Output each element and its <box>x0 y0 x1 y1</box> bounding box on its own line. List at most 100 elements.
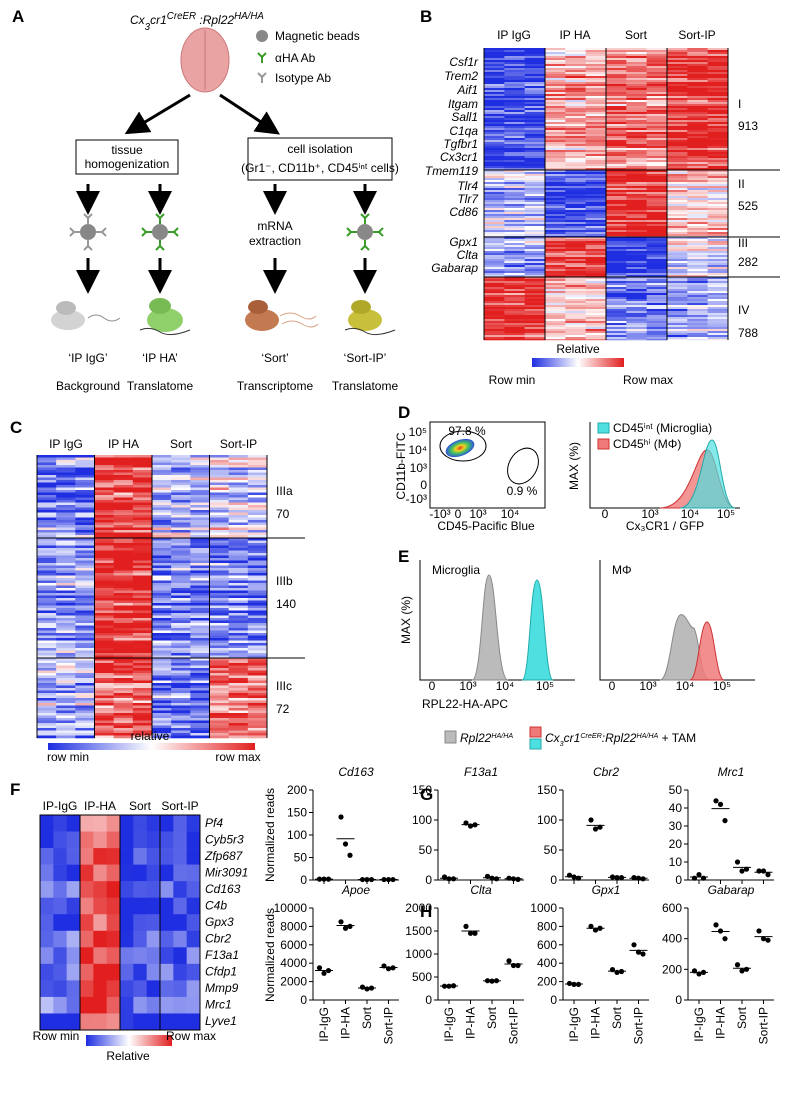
heatmap-cell <box>667 299 688 301</box>
heatmap-cell <box>133 611 152 614</box>
heatmap-cell <box>190 591 209 594</box>
heatmap-cell <box>75 528 94 531</box>
dot <box>494 876 499 881</box>
heatmap-cell <box>586 329 607 331</box>
heatmap-cell <box>708 323 729 325</box>
heatmap-cell <box>667 154 688 156</box>
heatmap-cell <box>95 686 114 689</box>
heatmap-cell <box>687 186 708 188</box>
heatmap-cell <box>187 914 201 931</box>
heatmap-cell <box>606 128 627 130</box>
heatmap-cell <box>545 321 566 323</box>
heatmap-cell <box>56 671 75 674</box>
heatmap-cell <box>606 52 627 54</box>
heatmap-cell <box>248 706 267 709</box>
heatmap-cell <box>626 132 647 134</box>
heatmap-cell <box>37 541 56 544</box>
heatmap-cell <box>586 297 607 299</box>
heatmap-cell <box>586 48 607 50</box>
heatmap-cell <box>687 220 708 222</box>
heatmap-cell <box>187 881 201 898</box>
heatmap-cell <box>525 54 546 56</box>
heatmap-cell <box>248 528 267 531</box>
heatmap-cell <box>56 626 75 629</box>
heatmap-cell <box>95 520 114 523</box>
heatmap-cell <box>687 156 708 158</box>
heatmap-cell <box>606 265 627 267</box>
heatmap-cell <box>173 980 187 997</box>
y-tick-label: 200 <box>662 962 682 976</box>
heatmap-cell <box>586 108 607 110</box>
heatmap-cell <box>93 931 107 948</box>
label: (Gr1⁻, CD11b⁺, CD45ⁱⁿᵗ cells) <box>241 161 399 175</box>
heatmap-cell <box>56 708 75 711</box>
heatmap-cell <box>75 618 94 621</box>
heatmap-cell <box>626 234 647 236</box>
heatmap-cell <box>687 164 708 166</box>
heatmap-cell <box>133 688 152 691</box>
heatmap-cell <box>586 339 607 340</box>
heatmap-cell <box>525 228 546 230</box>
heatmap-cell <box>504 206 525 208</box>
heatmap-cell <box>687 96 708 98</box>
heatmap-cell <box>187 931 201 948</box>
heatmap-cell <box>133 458 152 461</box>
heatmap-cell <box>484 146 505 148</box>
heatmap-cell <box>133 686 152 689</box>
heatmap-cell <box>586 138 607 140</box>
heatmap-cell <box>708 82 729 84</box>
heatmap-cell <box>687 180 708 182</box>
heatmap-cell <box>525 212 546 214</box>
heatmap-cell <box>606 134 627 136</box>
heatmap-cell <box>229 701 248 704</box>
heatmap-cell <box>37 523 56 526</box>
heatmap-cell <box>626 230 647 232</box>
heatmap-cell <box>248 726 267 729</box>
heatmap-cell <box>190 520 209 523</box>
column-header: Sort-IP <box>678 28 715 42</box>
heatmap-cell <box>626 120 647 122</box>
heatmap-cell <box>504 271 525 273</box>
heatmap-cell <box>114 546 133 549</box>
heatmap-cell <box>708 190 729 192</box>
heatmap-cell <box>152 563 171 566</box>
heatmap-cell <box>606 297 627 299</box>
heatmap-cell <box>229 598 248 601</box>
heatmap-cell <box>56 693 75 696</box>
heatmap-cell <box>484 232 505 234</box>
heatmap-cell <box>586 166 607 168</box>
heatmap-cell <box>248 588 267 591</box>
heatmap-cell <box>708 289 729 291</box>
heatmap-cell <box>75 480 94 483</box>
color-bar <box>86 1035 172 1046</box>
heatmap-cell <box>504 108 525 110</box>
heatmap-cell <box>484 178 505 180</box>
heatmap-cell <box>133 578 152 581</box>
heatmap-cell <box>586 230 607 232</box>
heatmap-cell <box>687 192 708 194</box>
heatmap-cell <box>152 651 171 654</box>
heatmap-cell <box>525 94 546 96</box>
heatmap-cell <box>565 212 586 214</box>
heatmap-cell <box>248 510 267 513</box>
heatmap-cell <box>248 503 267 506</box>
heatmap-cell <box>484 154 505 156</box>
heatmap-cell <box>114 525 133 528</box>
heatmap-cell <box>75 518 94 521</box>
heatmap-cell <box>525 333 546 335</box>
heatmap-cell <box>248 616 267 619</box>
heatmap-cell <box>647 331 668 333</box>
heatmap-cell <box>525 301 546 303</box>
heatmap-cell <box>114 561 133 564</box>
heatmap-cell <box>37 535 56 538</box>
heatmap-cell <box>95 683 114 686</box>
heatmap-cell <box>647 239 668 241</box>
heatmap-cell <box>133 947 147 964</box>
heatmap-cell <box>248 693 267 696</box>
heatmap-cell <box>147 914 161 931</box>
heatmap-cell <box>708 74 729 76</box>
heatmap-cell <box>248 606 267 609</box>
heatmap-cell <box>565 234 586 236</box>
heatmap-cell <box>545 152 566 154</box>
heatmap-cell <box>75 578 94 581</box>
